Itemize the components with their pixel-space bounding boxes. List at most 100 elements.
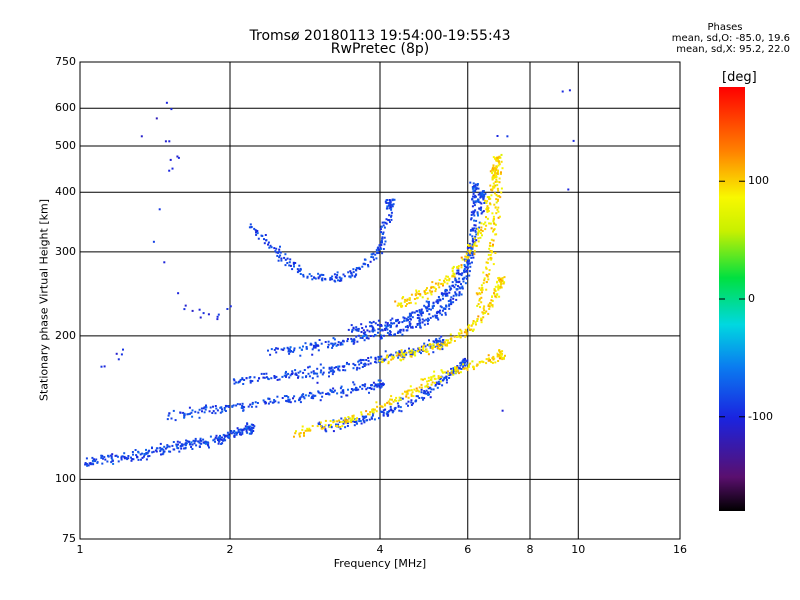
echo-point — [384, 329, 387, 331]
echo-point — [474, 235, 477, 238]
echo-point — [401, 397, 404, 400]
echo-point — [169, 450, 172, 453]
echo-point — [341, 425, 344, 428]
echo-point — [497, 206, 500, 209]
echo-point — [250, 428, 253, 431]
echo-point — [183, 412, 186, 415]
echo-point — [241, 406, 244, 409]
chart-subtitle: RwPretec (8p) — [330, 41, 430, 57]
echo-point — [471, 247, 474, 250]
echo-point — [429, 386, 432, 389]
echo-point — [425, 389, 428, 392]
echo-point — [301, 394, 304, 397]
echo-point — [311, 377, 314, 380]
echo-point — [292, 350, 295, 353]
echo-point — [431, 315, 434, 318]
echo-point — [208, 446, 210, 449]
echo-point — [276, 254, 279, 257]
echo-point — [340, 395, 343, 398]
echo-point — [179, 445, 182, 448]
echo-point — [373, 418, 376, 421]
echo-point — [251, 402, 254, 405]
echo-point — [402, 316, 405, 319]
echo-point — [273, 247, 276, 250]
echo-point — [307, 394, 310, 397]
echo-point — [496, 199, 499, 202]
echo-point — [248, 226, 251, 229]
echo-point — [497, 164, 500, 167]
echo-point — [286, 262, 289, 264]
echo-point — [378, 244, 381, 247]
echo-point — [390, 353, 393, 356]
echo-point — [390, 208, 393, 211]
echo-point — [358, 266, 361, 269]
echo-point — [445, 304, 448, 307]
echo-point — [168, 140, 171, 143]
echo-point — [463, 359, 466, 362]
echo-point — [383, 334, 385, 337]
echo-point — [202, 438, 205, 441]
echo-point — [317, 277, 320, 280]
echo-point — [279, 245, 281, 248]
echo-point — [127, 455, 130, 457]
echo-point — [341, 343, 344, 346]
echo-point — [442, 284, 444, 287]
echo-point — [251, 426, 253, 429]
echo-point — [493, 203, 496, 206]
echo-point — [473, 237, 476, 240]
echo-point — [400, 355, 403, 358]
echo-point — [352, 340, 355, 343]
echo-point — [496, 159, 499, 161]
echo-point — [470, 217, 473, 220]
echo-point — [462, 278, 464, 281]
echo-point — [470, 328, 473, 331]
echo-point — [84, 463, 87, 466]
echo-point — [375, 257, 378, 260]
echo-point — [374, 253, 377, 256]
echo-point — [439, 340, 442, 343]
echo-point — [319, 371, 322, 374]
echo-point — [423, 323, 426, 326]
echo-point — [436, 302, 439, 305]
echo-point — [121, 455, 124, 458]
echo-point — [332, 430, 335, 433]
echo-point — [85, 457, 88, 460]
echo-point — [314, 342, 317, 345]
echo-point — [216, 315, 219, 318]
echo-point — [305, 375, 307, 378]
echo-point — [136, 455, 138, 458]
echo-point — [483, 202, 486, 204]
echo-point — [111, 459, 114, 462]
echo-point — [409, 301, 412, 304]
echo-point — [422, 347, 425, 350]
echo-point — [214, 412, 217, 415]
echo-point — [453, 273, 456, 276]
echo-point — [313, 395, 315, 398]
echo-point — [325, 430, 328, 433]
echo-point — [421, 311, 424, 314]
echo-point — [199, 437, 202, 440]
echo-point — [398, 353, 401, 356]
echo-point — [251, 380, 254, 383]
echo-point — [202, 312, 205, 315]
echo-point — [383, 236, 386, 239]
echo-point — [478, 192, 481, 195]
echo-point — [100, 456, 103, 459]
echo-point — [310, 397, 313, 399]
echo-point — [123, 457, 126, 460]
echo-point — [287, 350, 290, 353]
echo-point — [441, 370, 444, 373]
echo-point — [477, 233, 479, 236]
echo-point — [226, 434, 229, 437]
echo-point — [429, 391, 432, 393]
echo-point — [449, 287, 452, 290]
echo-point — [399, 358, 402, 361]
echo-point — [378, 359, 381, 362]
echo-point — [413, 388, 416, 391]
echo-point — [477, 303, 480, 306]
echo-point — [443, 292, 446, 295]
echo-point — [240, 433, 243, 436]
echo-point — [497, 277, 500, 280]
echo-point — [207, 444, 210, 447]
echo-point — [461, 286, 464, 289]
